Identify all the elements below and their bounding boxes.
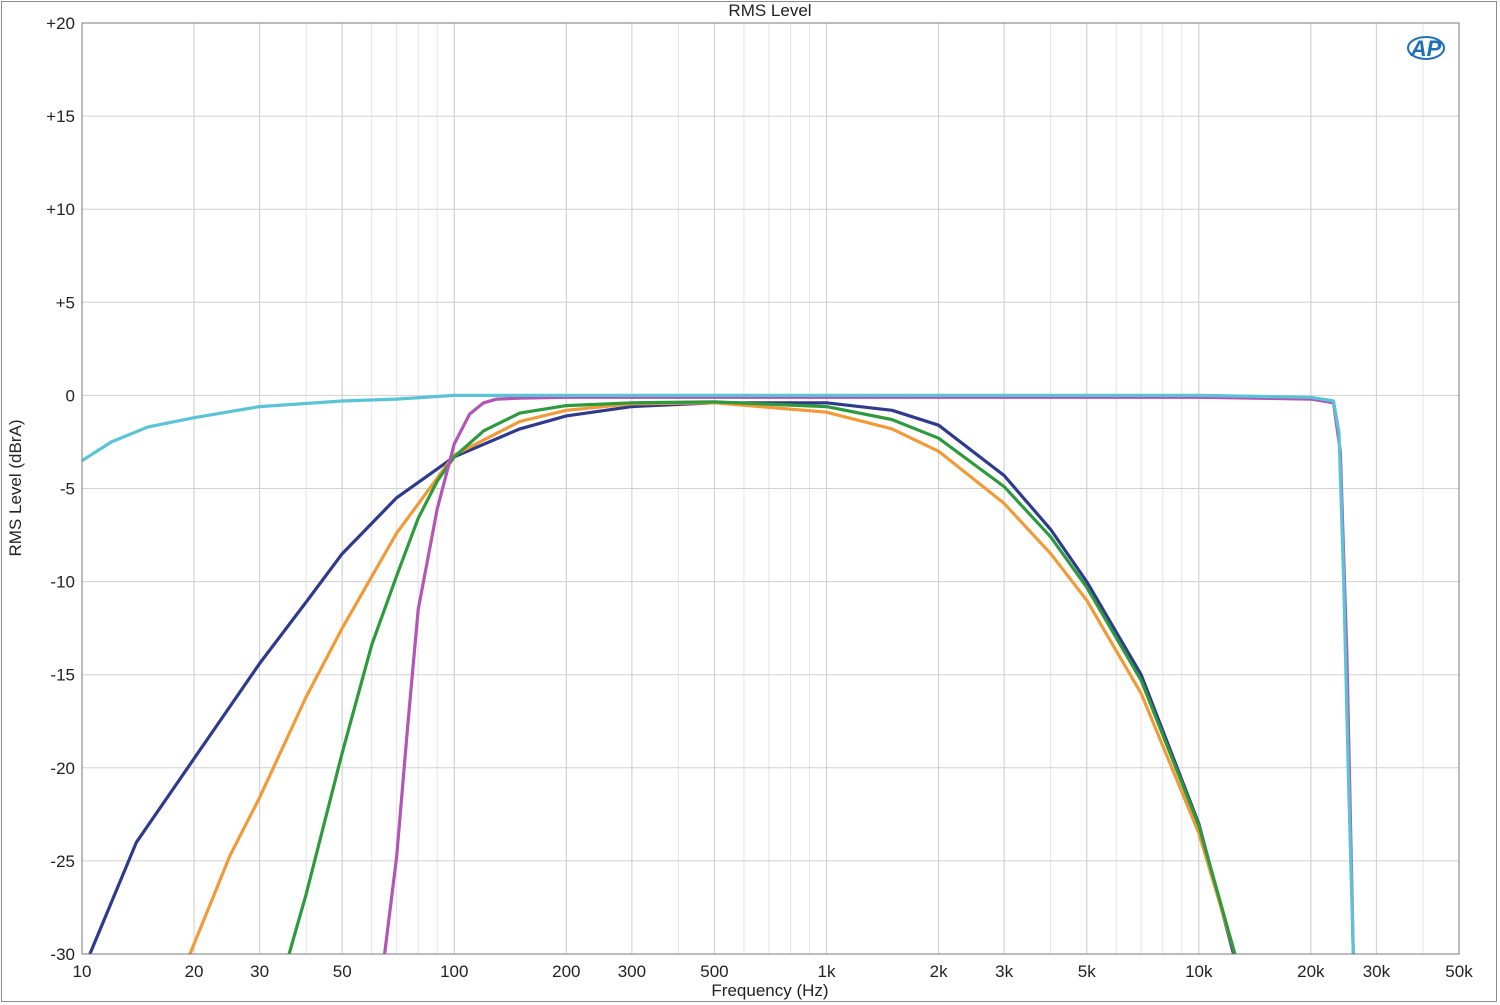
x-tick-label: 200 <box>552 962 580 981</box>
series-layer <box>82 393 1355 954</box>
y-tick-label: -10 <box>50 573 75 592</box>
chart-title: RMS Level <box>728 1 811 20</box>
y-tick-label: -20 <box>50 759 75 778</box>
x-tick-label: 300 <box>618 962 646 981</box>
y-tick-label: +20 <box>46 14 75 33</box>
x-tick-label: 20 <box>185 962 204 981</box>
series-line-5 <box>82 393 1355 954</box>
y-axis-title: RMS Level (dBrA) <box>6 420 25 557</box>
y-tick-labels: +20 +15 +10 +5 0 -5 -10 -15 -20 -25 -30 <box>46 14 75 964</box>
y-tick-label: -15 <box>50 666 75 685</box>
y-tick-label: 0 <box>66 386 75 405</box>
y-tick-label: +5 <box>56 293 75 312</box>
y-tick-label: +15 <box>46 107 75 126</box>
x-tick-labels: 10 20 30 50 100 200 300 500 1k 2k 3k 5k 10k 20k 30k 50k <box>73 962 1474 981</box>
x-tick-label: 3k <box>995 962 1013 981</box>
x-tick-label: 2k <box>930 962 948 981</box>
x-tick-label: 500 <box>700 962 728 981</box>
x-tick-label: 50k <box>1445 962 1473 981</box>
y-tick-label: -5 <box>60 480 75 499</box>
y-tick-label: -30 <box>50 945 75 964</box>
x-tick-label: 50 <box>333 962 352 981</box>
series-line-3 <box>287 400 1237 954</box>
x-tick-label: 1k <box>818 962 836 981</box>
x-tick-label: 100 <box>440 962 468 981</box>
ap-logo: AP <box>1407 36 1445 61</box>
y-tick-label: -25 <box>50 852 75 871</box>
y-tick-label: +10 <box>46 200 75 219</box>
series-line-1 <box>88 401 1236 954</box>
x-tick-label: 10k <box>1185 962 1213 981</box>
plot-border <box>81 22 1460 955</box>
x-tick-label: 30 <box>250 962 269 981</box>
ap-logo-ring <box>1407 36 1445 60</box>
x-tick-label: 20k <box>1297 962 1325 981</box>
x-tick-label: 30k <box>1363 962 1391 981</box>
series-line-4 <box>383 395 1355 954</box>
ap-logo-text: AP <box>1410 36 1442 61</box>
x-axis-title: Frequency (Hz) <box>711 981 828 1000</box>
x-tick-label: 5k <box>1078 962 1096 981</box>
x-tick-label: 10 <box>73 962 92 981</box>
